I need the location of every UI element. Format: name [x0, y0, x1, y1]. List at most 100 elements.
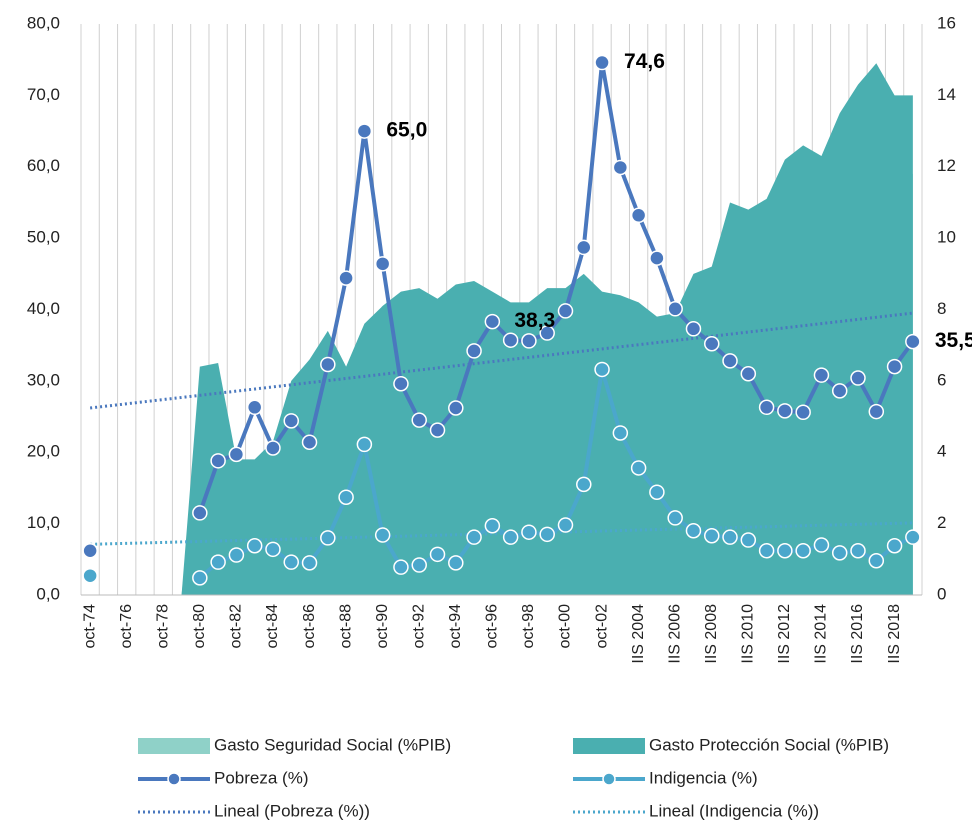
point — [905, 529, 921, 545]
point — [868, 552, 885, 569]
point — [265, 541, 281, 558]
x-tick-label: oct-82 — [228, 604, 245, 649]
point — [283, 554, 299, 570]
x-tick-label: oct-74 — [81, 604, 98, 649]
point — [393, 559, 409, 575]
y-tick-label: 50,0 — [27, 228, 60, 247]
point — [685, 523, 702, 539]
point — [630, 460, 647, 476]
point — [831, 383, 848, 399]
x-tick-label: IIS 2008 — [703, 604, 720, 664]
point — [539, 526, 555, 543]
x-tick-label: oct-76 — [118, 604, 135, 649]
x-tick-label: IIS 2010 — [740, 604, 757, 664]
point — [813, 537, 830, 553]
point — [813, 367, 830, 383]
x-tick-label: IIS 2006 — [666, 604, 683, 664]
point — [283, 413, 299, 429]
x-tick-label: oct-88 — [337, 604, 354, 649]
point — [576, 239, 592, 256]
x-tick-label: oct-96 — [484, 604, 501, 649]
point — [886, 358, 903, 375]
point — [246, 399, 263, 416]
point — [649, 484, 665, 500]
y-tick-label: 40,0 — [27, 299, 60, 318]
point — [228, 446, 245, 463]
point — [301, 434, 318, 451]
x-tick-label: oct-98 — [520, 604, 537, 649]
point — [539, 325, 555, 341]
point — [484, 518, 501, 534]
x-tick-label: IIS 2014 — [813, 604, 830, 664]
legend-swatch — [602, 772, 616, 786]
value-label: 38,3 — [514, 309, 555, 332]
point — [758, 399, 775, 416]
x-tick-label: IIS 2012 — [776, 604, 793, 664]
point — [831, 545, 848, 561]
point — [557, 517, 574, 533]
point — [502, 529, 519, 545]
y-tick-label: 70,0 — [27, 85, 60, 104]
line — [197, 62, 915, 514]
point — [448, 400, 464, 416]
point — [228, 547, 245, 563]
legend-label: Lineal (Indigencia (%)) — [649, 801, 819, 820]
point — [338, 489, 354, 505]
x-tick-label: IIS 2004 — [630, 604, 647, 664]
point — [356, 436, 373, 453]
point — [484, 313, 501, 330]
y2-tick-label: 4 — [937, 442, 946, 461]
point — [429, 546, 446, 563]
y-tick-label: 80,0 — [27, 13, 60, 32]
x-tick-label: oct-00 — [557, 604, 574, 649]
point — [667, 510, 683, 526]
point — [356, 123, 373, 139]
y2-tick-label: 2 — [937, 513, 946, 532]
point — [722, 529, 738, 545]
point — [795, 404, 811, 421]
value-label: 74,6 — [624, 50, 665, 73]
point — [905, 333, 921, 350]
y2-tick-label: 0 — [937, 584, 946, 603]
value-label: 65,0 — [386, 119, 427, 142]
point — [246, 538, 263, 554]
y2-tick-label: 6 — [937, 370, 946, 389]
y2-tick-label: 10 — [937, 228, 956, 247]
y2-tick-label: 12 — [937, 156, 956, 175]
point — [411, 412, 427, 428]
point — [210, 554, 226, 570]
point — [557, 303, 574, 319]
point — [795, 542, 811, 559]
point — [301, 555, 318, 571]
legend-label: Gasto Seguridad Social (%PIB) — [214, 735, 451, 754]
point — [649, 250, 665, 266]
legend-label: Lineal (Pobreza (%)) — [214, 801, 370, 820]
x-tick-label: oct-86 — [301, 604, 318, 649]
point — [850, 542, 866, 559]
point — [777, 542, 793, 559]
point — [192, 570, 208, 586]
x-tick-label: IIS 2018 — [886, 604, 903, 664]
point — [612, 159, 629, 176]
legend-label: Pobreza (%) — [214, 768, 308, 787]
legend-label: Gasto Protección Social (%PIB) — [649, 735, 889, 754]
x-tick-label: IIS 2016 — [849, 604, 866, 664]
point — [704, 528, 720, 544]
point — [612, 425, 629, 441]
y-tick-label: 20,0 — [27, 442, 60, 461]
point — [740, 365, 757, 382]
point — [210, 453, 226, 469]
y-tick-label: 10,0 — [27, 513, 60, 532]
point — [521, 333, 537, 349]
y2-tick-label: 8 — [937, 299, 946, 318]
point — [82, 542, 98, 559]
point — [685, 321, 702, 337]
point — [320, 356, 336, 373]
y-tick-label: 60,0 — [27, 156, 60, 175]
value-label: 35,5 — [935, 329, 972, 352]
point — [850, 370, 866, 386]
point — [320, 530, 336, 546]
point — [466, 343, 482, 359]
